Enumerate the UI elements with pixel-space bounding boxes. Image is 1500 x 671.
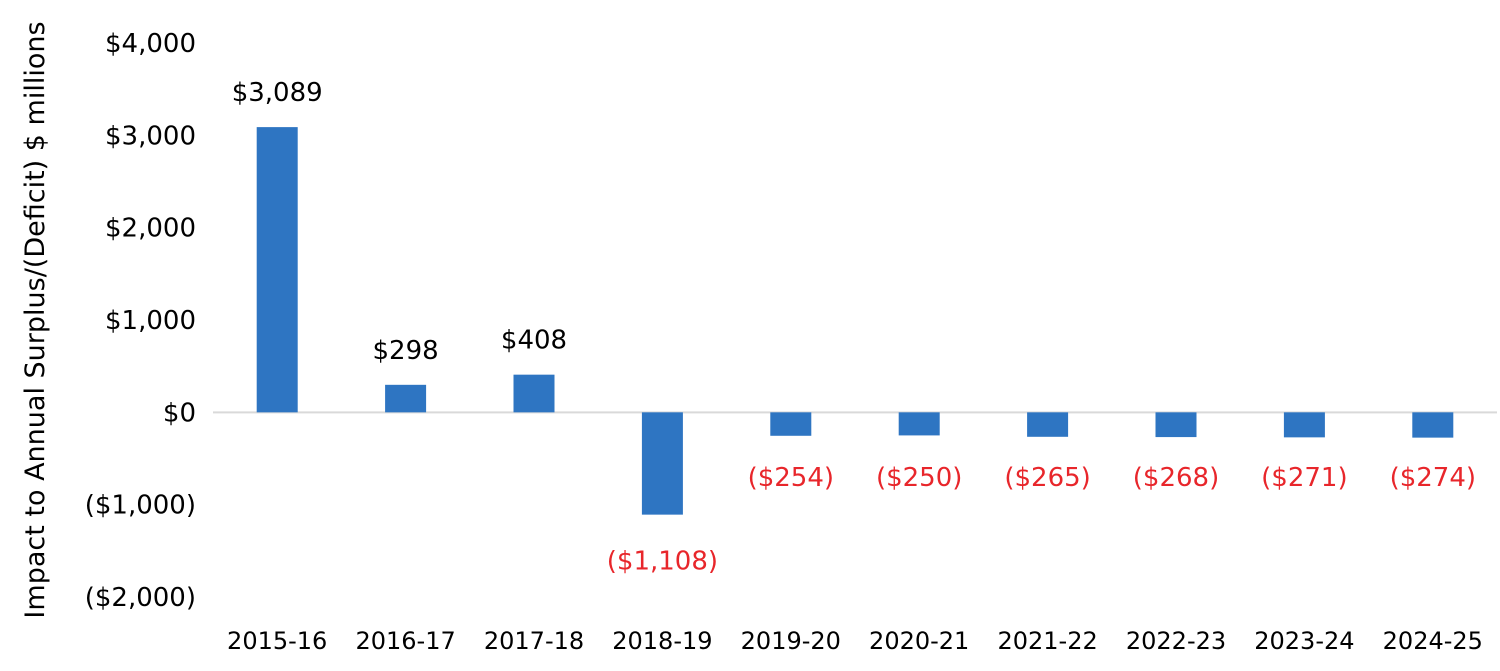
data-label: ($268) <box>1133 463 1219 493</box>
y-tick-label: $1,000 <box>105 306 196 336</box>
bar <box>1027 412 1069 437</box>
y-tick-label: $2,000 <box>105 214 196 244</box>
bar <box>1283 412 1325 438</box>
y-tick-label: ($2,000) <box>85 583 196 613</box>
data-labels: $3,089 $298 $408 ($1,108) ($254) ($250) ($265)… <box>232 78 1476 577</box>
data-label: ($274) <box>1390 463 1476 493</box>
bar <box>513 374 555 413</box>
bar <box>1412 412 1454 438</box>
x-tick-label: 2021-22 <box>997 627 1097 655</box>
bar <box>770 412 812 436</box>
data-label: ($254) <box>748 463 834 493</box>
y-tick-labels: $4,000 $3,000 $2,000 $1,000 $0 ($1,000) ($2,00… <box>85 29 196 613</box>
x-tick-labels: 2015-16 2016-17 2017-18 2018-19 2019-20 2020-… <box>227 627 1483 655</box>
data-label: $298 <box>373 336 439 366</box>
y-tick-label: ($1,000) <box>85 491 196 521</box>
x-tick-label: 2016-17 <box>355 627 455 655</box>
y-axis-label: Impact to Annual Surplus/(Deficit) $ mil… <box>20 21 51 618</box>
data-label: $408 <box>501 326 567 356</box>
bar <box>898 412 940 436</box>
x-tick-label: 2024-25 <box>1383 627 1483 655</box>
y-tick-label: $4,000 <box>105 29 196 59</box>
data-label: $3,089 <box>232 78 323 108</box>
data-label: ($271) <box>1261 463 1347 493</box>
bar <box>256 127 298 413</box>
data-label: ($250) <box>876 463 962 493</box>
y-tick-label: $3,000 <box>105 121 196 151</box>
data-label: ($1,108) <box>607 547 718 577</box>
x-tick-label: 2023-24 <box>1254 627 1354 655</box>
bar <box>1155 412 1197 438</box>
x-tick-label: 2020-21 <box>869 627 969 655</box>
bars <box>256 127 1454 515</box>
x-tick-label: 2015-16 <box>227 627 327 655</box>
x-tick-label: 2022-23 <box>1126 627 1226 655</box>
x-tick-label: 2019-20 <box>741 627 841 655</box>
x-tick-label: 2017-18 <box>484 627 584 655</box>
x-tick-label: 2018-19 <box>612 627 712 655</box>
y-tick-label: $0 <box>163 398 196 428</box>
bar <box>385 384 427 413</box>
data-label: ($265) <box>1004 463 1090 493</box>
bar <box>641 412 683 515</box>
